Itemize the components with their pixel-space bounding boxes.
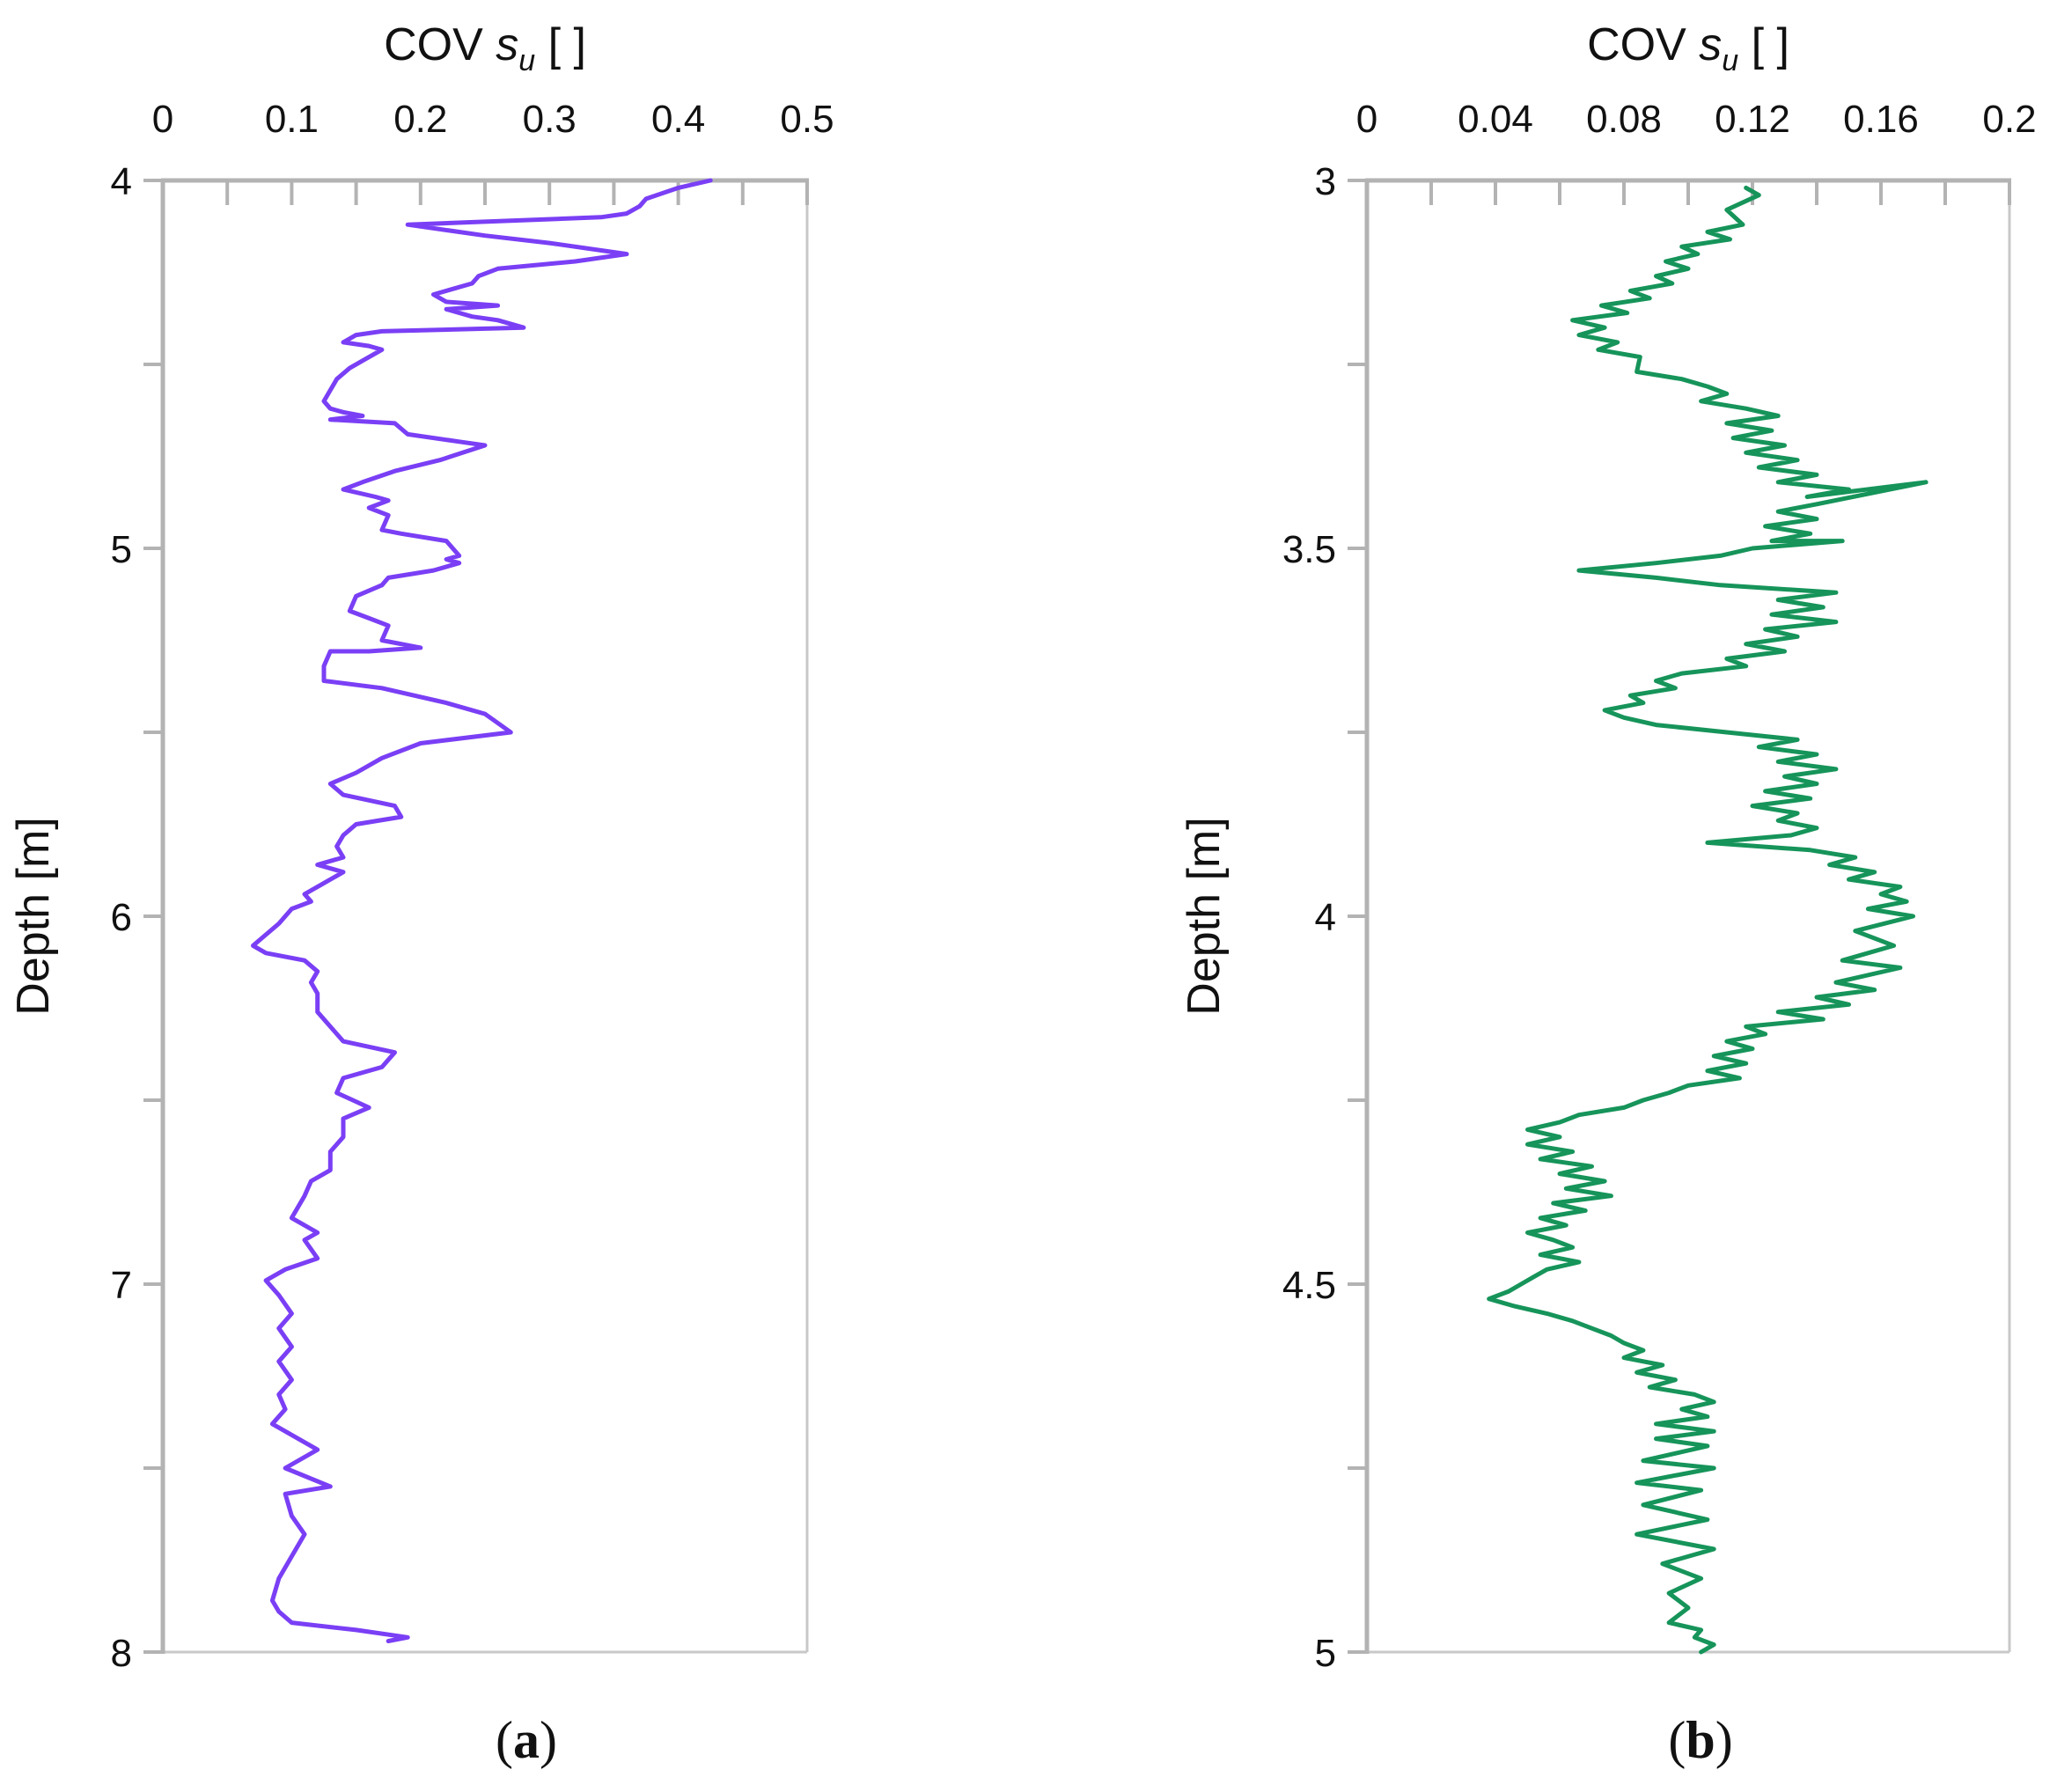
x-tick-label: 0.12	[1715, 98, 1790, 141]
panel-label: (a)	[496, 1711, 557, 1769]
x-tick-label: 0	[152, 98, 173, 141]
y-tick-label: 3	[1315, 160, 1336, 203]
y-tick-label: 6	[111, 896, 132, 939]
x-tick-label: 0.2	[393, 98, 447, 141]
y-tick-label: 7	[111, 1264, 132, 1307]
y-axis-title: Depth [m]	[8, 817, 59, 1015]
y-tick-label: 5	[111, 528, 132, 571]
x-tick-label: 0.3	[523, 98, 577, 141]
x-tick-label: 0.5	[780, 98, 834, 141]
y-tick-label: 4.5	[1282, 1264, 1336, 1307]
x-tick-label: 0.1	[265, 98, 319, 141]
x-tick-label: 0.04	[1458, 98, 1533, 141]
x-axis-title: COV su [ ]	[1587, 19, 1789, 77]
x-axis-title: COV su [ ]	[384, 19, 586, 77]
y-tick-label: 8	[111, 1632, 132, 1675]
x-tick-label: 0.4	[651, 98, 705, 141]
x-tick-label: 0.08	[1586, 98, 1662, 141]
series-line	[251, 178, 713, 1643]
chart-b: 0 0.04 0.08 0.12 0.16 0.2 3 3.5 4 4.5 5 COV su [ ] D…	[1179, 19, 2037, 1769]
y-tick-label: 5	[1315, 1632, 1336, 1675]
series-line	[1487, 185, 1928, 1655]
y-tick-label: 3.5	[1282, 528, 1336, 571]
x-tick-label: 0.16	[1843, 98, 1919, 141]
chart-a: 0 0.1 0.2 0.3 0.4 0.5 4 5 6 7 8 COV su [ ] Depth [m]…	[8, 19, 834, 1769]
y-tick-label: 4	[1315, 896, 1336, 939]
x-tick-label: 0.2	[1982, 98, 2036, 141]
panel-label: (b)	[1668, 1711, 1732, 1769]
x-tick-label: 0	[1356, 98, 1377, 141]
y-tick-label: 4	[111, 160, 132, 203]
y-axis-title: Depth [m]	[1179, 817, 1230, 1015]
